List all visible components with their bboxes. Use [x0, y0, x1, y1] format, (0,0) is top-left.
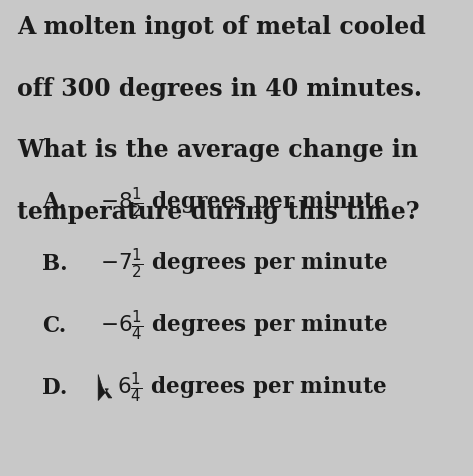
- Text: A.: A.: [42, 191, 66, 213]
- Polygon shape: [98, 375, 112, 401]
- Text: off 300 degrees in 40 minutes.: off 300 degrees in 40 minutes.: [18, 77, 422, 100]
- Text: A molten ingot of metal cooled: A molten ingot of metal cooled: [18, 15, 426, 39]
- Text: B.: B.: [42, 253, 68, 275]
- Text: $-7\frac{1}{2}$ degrees per minute: $-7\frac{1}{2}$ degrees per minute: [100, 247, 388, 281]
- Text: D.: D.: [42, 377, 68, 398]
- Text: What is the average change in: What is the average change in: [18, 139, 418, 162]
- Text: temperature during this time?: temperature during this time?: [18, 200, 420, 224]
- Text: $-6\frac{1}{4}$ degrees per minute: $-6\frac{1}{4}$ degrees per minute: [100, 308, 388, 343]
- Text: $-8\frac{1}{2}$ degrees per minute: $-8\frac{1}{2}$ degrees per minute: [100, 185, 388, 220]
- Text: C.: C.: [42, 315, 66, 337]
- Text: $6\frac{1}{4}$ degrees per minute: $6\frac{1}{4}$ degrees per minute: [117, 370, 386, 405]
